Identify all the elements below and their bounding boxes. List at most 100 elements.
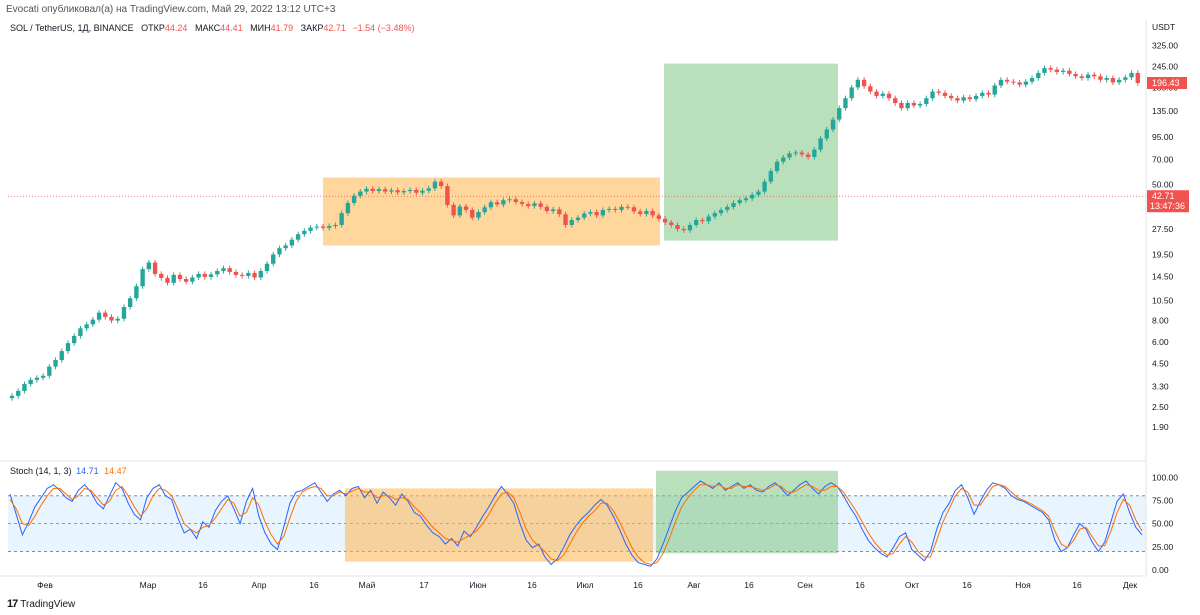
candle-body bbox=[65, 343, 71, 352]
current-price-tag-timer: 13:47:36 bbox=[1150, 201, 1185, 211]
candle-body bbox=[302, 230, 307, 235]
candle bbox=[345, 200, 351, 216]
candle bbox=[1104, 75, 1109, 83]
candle bbox=[358, 188, 363, 199]
candle bbox=[96, 310, 102, 323]
candle-body bbox=[72, 335, 77, 344]
y-axis-unit: USDT bbox=[1152, 22, 1175, 32]
x-tick-label: Окт bbox=[905, 580, 919, 590]
stoch-d-value: 14.47 bbox=[104, 466, 127, 476]
candle bbox=[669, 219, 674, 228]
candle bbox=[787, 150, 792, 161]
candle bbox=[582, 211, 587, 221]
candle-body bbox=[532, 203, 537, 207]
candle bbox=[1011, 79, 1016, 86]
candle bbox=[606, 206, 612, 213]
open-label: ОТКР bbox=[141, 23, 165, 33]
candle bbox=[227, 265, 232, 275]
candle bbox=[917, 101, 923, 109]
candle-body bbox=[445, 186, 450, 205]
candle bbox=[980, 90, 985, 99]
candle-body bbox=[115, 318, 120, 321]
candle-body bbox=[1036, 72, 1041, 79]
candle bbox=[942, 90, 948, 99]
candle bbox=[749, 192, 755, 202]
y-tick-label: 27.50 bbox=[1152, 224, 1174, 234]
candle bbox=[215, 268, 220, 278]
candle-body bbox=[1110, 78, 1116, 83]
candle bbox=[470, 207, 475, 221]
candle-body bbox=[973, 95, 979, 100]
candle bbox=[494, 199, 500, 208]
candle-body bbox=[706, 216, 711, 222]
candle bbox=[973, 93, 979, 102]
candle-body bbox=[998, 79, 1004, 86]
x-tick-label: 16 bbox=[633, 580, 643, 590]
candle bbox=[911, 100, 917, 109]
stoch-name[interactable]: Stoch (14, 1, 3) bbox=[10, 466, 72, 476]
candle bbox=[72, 333, 77, 346]
y-tick-label: 19.50 bbox=[1152, 249, 1174, 259]
candle-body bbox=[53, 360, 58, 367]
candle-body bbox=[749, 194, 755, 199]
candle bbox=[1129, 70, 1134, 80]
x-tick-label: Ноя bbox=[1015, 580, 1031, 590]
footer-brand: TradingView bbox=[20, 598, 76, 610]
candle-body bbox=[28, 379, 33, 385]
stoch-k-line bbox=[9, 480, 1143, 567]
candle bbox=[115, 316, 120, 324]
candle bbox=[731, 200, 736, 210]
candle-body bbox=[631, 207, 637, 212]
candle-body bbox=[283, 245, 288, 249]
candle-body bbox=[351, 195, 357, 203]
candle-body bbox=[1092, 74, 1097, 77]
candle-body bbox=[501, 200, 506, 205]
candle-body bbox=[451, 204, 456, 216]
candle bbox=[501, 197, 506, 208]
candle-body bbox=[165, 277, 170, 283]
candle-body bbox=[638, 211, 643, 215]
candle-body bbox=[712, 213, 718, 217]
candle-body bbox=[239, 274, 245, 276]
candle-body bbox=[1104, 78, 1109, 80]
candle-body bbox=[855, 79, 861, 88]
y-tick-label: 95.00 bbox=[1152, 132, 1174, 142]
candle-body bbox=[980, 92, 985, 96]
candle bbox=[687, 222, 693, 233]
candle bbox=[16, 388, 21, 399]
candle bbox=[799, 149, 805, 158]
candle-body bbox=[805, 154, 811, 157]
symbol-name[interactable]: SOL / TetherUS, 1Д, BINANCE bbox=[10, 23, 134, 33]
candle bbox=[438, 179, 444, 189]
candle bbox=[1067, 68, 1072, 77]
candle bbox=[314, 223, 319, 231]
candle bbox=[252, 270, 257, 281]
candle-body bbox=[258, 270, 263, 278]
candle bbox=[557, 206, 562, 217]
candle bbox=[774, 159, 780, 174]
candle-body bbox=[227, 268, 232, 272]
candle-body bbox=[134, 286, 139, 299]
candle-body bbox=[936, 91, 941, 93]
candle bbox=[196, 271, 201, 281]
candle bbox=[432, 179, 438, 191]
publisher-line: Evocati опубликовал(а) на TradingView.co… bbox=[6, 4, 336, 15]
candle bbox=[34, 375, 40, 383]
candle bbox=[84, 321, 89, 332]
candle-body bbox=[519, 202, 525, 204]
candle bbox=[507, 196, 512, 203]
stoch-y-tick-label: 25.00 bbox=[1152, 542, 1174, 552]
y-tick-label: 1.90 bbox=[1152, 422, 1169, 432]
candle bbox=[812, 147, 817, 160]
candle bbox=[389, 187, 394, 195]
candle-body bbox=[470, 209, 475, 218]
candle-body bbox=[196, 273, 201, 278]
candle bbox=[1004, 77, 1010, 85]
candle bbox=[183, 276, 189, 285]
footer-logo[interactable]: 17 TradingView bbox=[7, 598, 75, 610]
candle-body bbox=[370, 188, 375, 192]
candle bbox=[320, 223, 326, 231]
candle bbox=[90, 317, 96, 328]
axes: USDT325.00245.00185.00135.0095.0070.0050… bbox=[0, 20, 1189, 590]
